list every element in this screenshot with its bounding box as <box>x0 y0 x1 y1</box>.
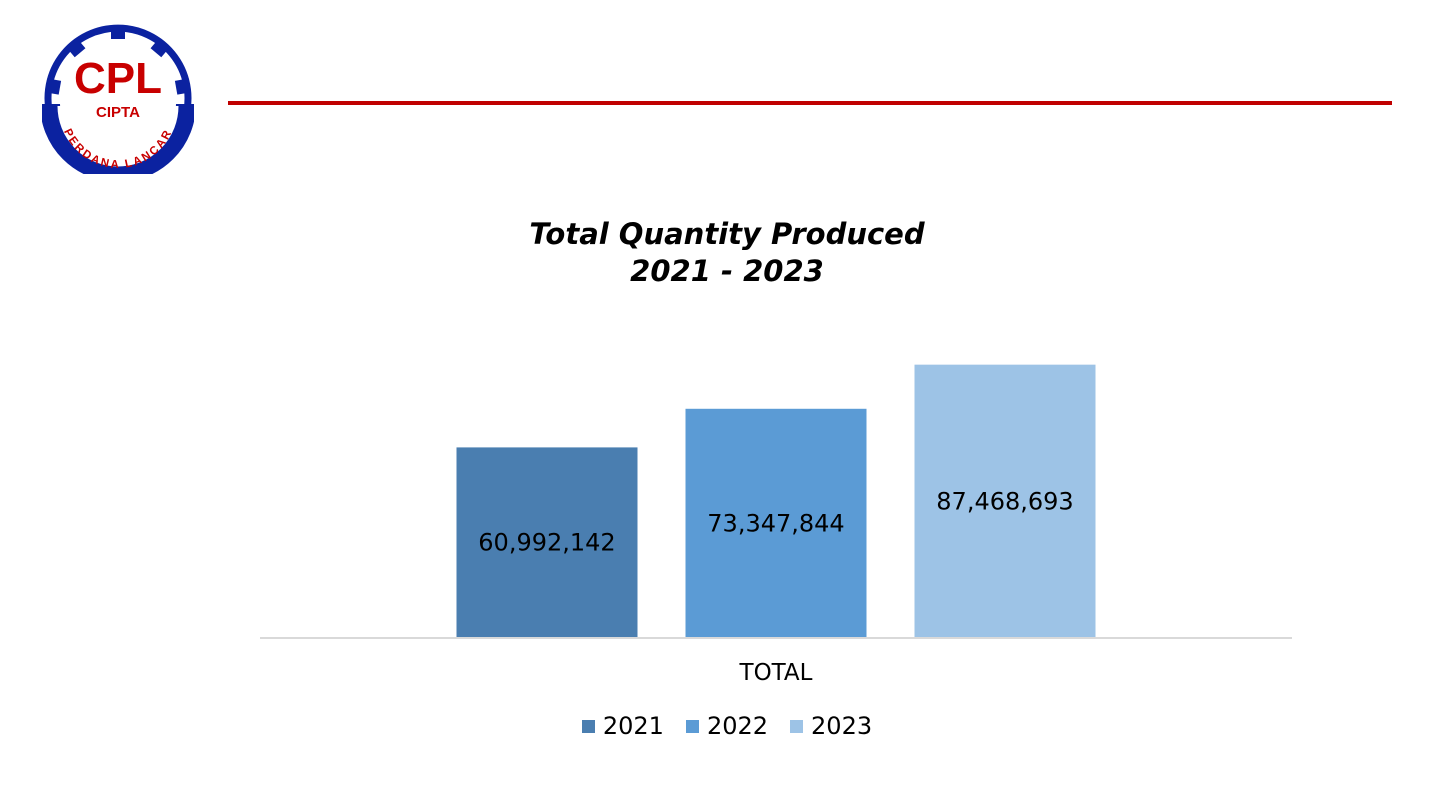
bar-2023 <box>914 364 1096 638</box>
legend-label: 2022 <box>706 712 769 740</box>
chart-title-line-2: 2021 - 2023 <box>630 254 824 288</box>
bar-2022 <box>685 408 867 638</box>
bar-2021 <box>456 447 638 638</box>
bar-group: 60,992,142 73,347,844 87,468,693 <box>456 364 1096 638</box>
chart-title-line-1: Total Quantity Produced <box>529 217 925 251</box>
logo-name: CIPTA <box>96 104 140 121</box>
data-label-2023: 87,468,693 <box>936 487 1073 515</box>
data-label-2021: 60,992,142 <box>478 529 615 557</box>
logo-initials: CPL <box>74 54 162 103</box>
chart-title: Total Quantity Produced 2021 - 2023 <box>0 216 1454 290</box>
legend-label: 2023 <box>811 712 873 740</box>
x-tick-label: TOTAL <box>739 660 813 686</box>
data-label-2022: 73,347,844 <box>707 509 844 537</box>
gear-icon <box>42 24 194 174</box>
legend-swatch <box>581 719 595 733</box>
chart-legend: 2021 2022 2023 <box>0 712 1454 740</box>
legend-item-2022: 2022 <box>685 712 769 740</box>
header-divider <box>228 101 1392 105</box>
company-logo: CPL CIPTA PERDANA LANCAR <box>42 24 194 174</box>
legend-item-2023: 2023 <box>790 712 872 740</box>
legend-item-2021: 2021 <box>581 712 664 740</box>
legend-swatch <box>685 719 699 733</box>
legend-label: 2021 <box>602 712 664 740</box>
legend-swatch <box>790 719 804 733</box>
